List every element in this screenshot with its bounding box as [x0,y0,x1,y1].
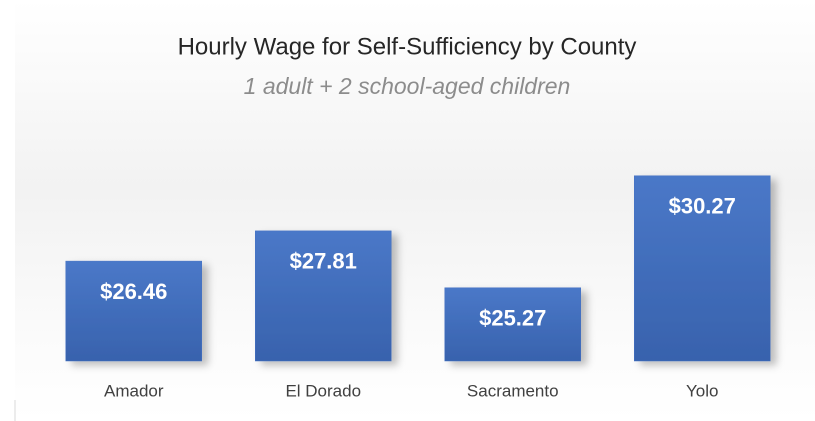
bar [255,230,392,362]
x-tick-label: El Dorado [285,381,361,400]
chart-subtitle: 1 adult + 2 school-aged children [244,73,571,99]
data-label: $26.46 [100,279,167,304]
bar [634,175,771,362]
data-label: $30.27 [669,194,736,219]
chart-title: Hourly Wage for Self-Sufficiency by Coun… [178,33,637,60]
x-tick-label: Yolo [686,381,718,400]
bar [65,260,202,362]
x-tick-label: Sacramento [467,381,559,400]
data-label: $27.81 [290,249,357,274]
bar [444,287,581,362]
data-label: $25.27 [479,306,546,331]
x-tick-label: Amador [104,381,164,400]
